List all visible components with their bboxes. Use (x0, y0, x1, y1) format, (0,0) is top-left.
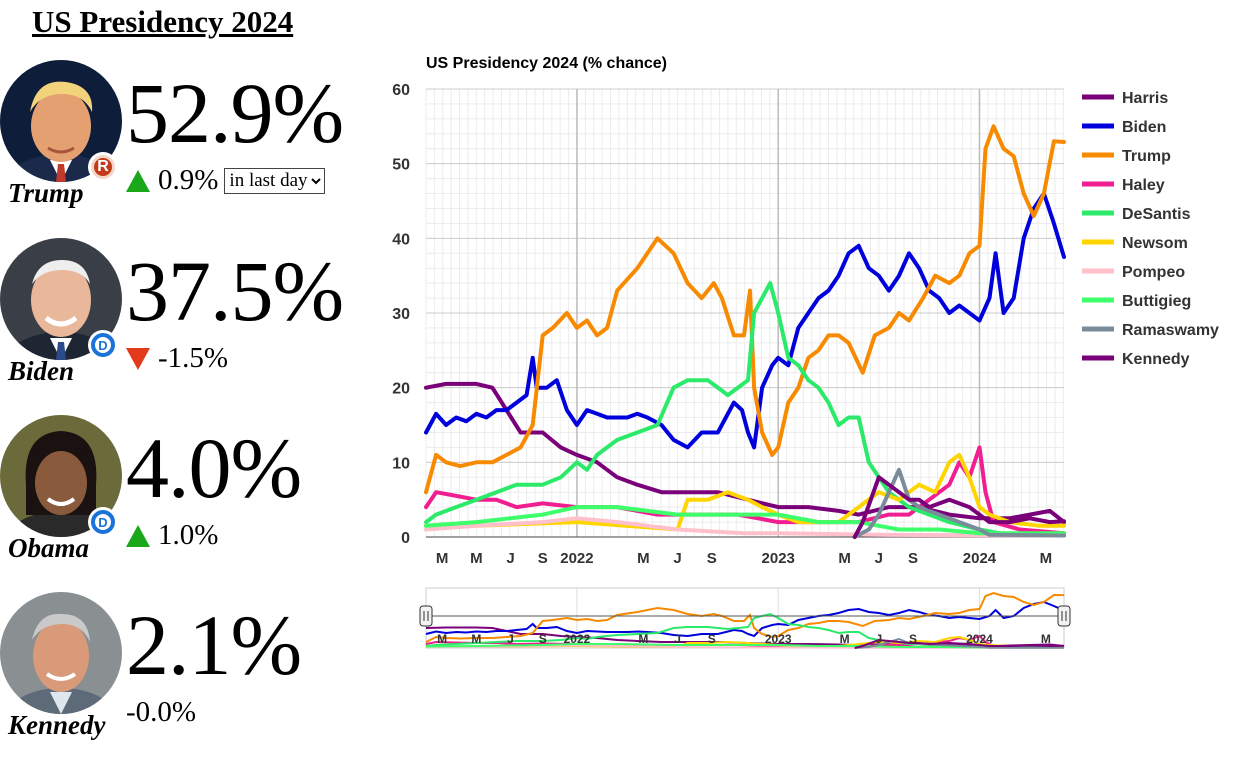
red-down-triangle-icon (126, 347, 150, 370)
navigator-tick-label: J (674, 632, 681, 646)
x-tick-label: 2022 (560, 550, 593, 567)
navigator-series-buttigieg (425, 643, 1064, 649)
series-line-newsom (424, 452, 1066, 532)
probability-chart[interactable]: US Presidency 2024 (% chance) 0 10 20 30 40 50… (380, 44, 1236, 664)
x-tick-label: M (470, 550, 483, 567)
legend-label: Haley (1122, 177, 1165, 194)
navigator-series-kennedy (854, 638, 1065, 649)
series-line-trump (424, 124, 1066, 495)
navigator-tick-label: M (638, 632, 648, 646)
y-tick-label: 40 (392, 231, 410, 248)
navigator-tick-label: M (437, 632, 447, 646)
legend-label: Ramaswamy (1122, 322, 1219, 339)
candidate-name: Obama (8, 533, 89, 563)
x-tick-label: J (673, 550, 681, 567)
democratic-party-badge-icon: D (88, 507, 118, 537)
candidate-card-kennedy: Kennedy 2.1% -0.0% (0, 592, 400, 767)
series-line-harris (424, 381, 1066, 525)
chart-title: US Presidency 2024 (% chance) (426, 55, 667, 72)
y-tick-label: 10 (392, 455, 410, 472)
series-line-buttigieg (424, 505, 1066, 536)
y-tick-label: 30 (392, 306, 410, 323)
x-tick-label: M (838, 550, 851, 567)
navigator-tick-label: S (539, 632, 547, 646)
candidate-percent: 52.9% (126, 65, 344, 161)
green-up-triangle-icon (126, 524, 150, 547)
x-tick-label: 2023 (762, 550, 795, 567)
candidate-change: 0.9% in last day (126, 164, 326, 197)
series-line-kennedy (852, 475, 1066, 539)
legend-label: Trump (1122, 148, 1171, 165)
y-tick-label: 50 (392, 157, 410, 174)
legend-label: Kennedy (1122, 351, 1190, 368)
navigator-tick-label: M (1041, 632, 1051, 646)
change-value: 1.0% (158, 519, 219, 551)
change-value: 0.9% (158, 164, 219, 196)
candidate-change: -1.5% (126, 342, 228, 375)
navigator-tick-label: M (471, 632, 481, 646)
navigator-handle-left[interactable] (419, 605, 433, 627)
navigator-handle-right[interactable] (1057, 605, 1071, 627)
y-tick-label: 60 (392, 82, 410, 99)
period-select[interactable]: in last day (224, 167, 326, 194)
x-tick-label: M (1040, 550, 1053, 567)
x-tick-label: J (506, 550, 514, 567)
candidate-card-obama: D Obama 4.0% 1.0% (0, 415, 400, 590)
navigator-tick-label: S (909, 632, 917, 646)
navigator-tick-label: J (507, 632, 514, 646)
legend-label: Newsom (1122, 235, 1188, 252)
x-tick-label: S (538, 550, 548, 567)
series-line-biden (424, 191, 1066, 450)
green-up-triangle-icon (126, 169, 150, 192)
candidate-percent: 4.0% (126, 420, 302, 516)
x-tick-label: S (908, 550, 918, 567)
page-title: US Presidency 2024 (32, 4, 294, 39)
series-line-ramaswamy (852, 467, 1066, 539)
candidate-percent: 37.5% (126, 243, 344, 339)
candidate-photo-kennedy (0, 592, 122, 714)
series-line-pompeo (424, 516, 1066, 538)
x-tick-label: S (707, 550, 717, 567)
legend-label: Buttigieg (1122, 293, 1191, 310)
navigator-tick-label: 2023 (765, 632, 792, 646)
navigator-tick-label: M (840, 632, 850, 646)
x-tick-label: J (875, 550, 883, 567)
change-value: -1.5% (158, 342, 229, 374)
y-tick-label: 0 (401, 530, 410, 547)
candidate-name: Biden (8, 356, 75, 386)
legend-label: Pompeo (1122, 264, 1185, 281)
navigator-series-trump (425, 591, 1065, 643)
democratic-party-badge-icon: D (88, 330, 118, 360)
legend-label: DeSantis (1122, 206, 1191, 223)
candidate-name: Kennedy (8, 710, 106, 740)
republican-party-badge-icon: R (88, 152, 118, 182)
y-tick-label: 20 (392, 381, 410, 398)
change-value: -0.0% (126, 696, 197, 728)
candidate-name: Trump (8, 178, 84, 208)
legend-label: Biden (1122, 119, 1166, 136)
navigator-tick-label: J (875, 632, 882, 646)
candidate-change: 1.0% (126, 519, 218, 552)
navigator-tick-label: 2022 (564, 632, 591, 646)
navigator-tick-label: S (708, 632, 716, 646)
candidate-card-biden: D Biden 37.5% -1.5% (0, 238, 400, 413)
candidate-percent: 2.1% (126, 597, 302, 693)
x-tick-label: M (436, 550, 449, 567)
candidate-card-trump: R Trump 52.9% 0.9% in last day (0, 60, 400, 235)
chart-svg[interactable]: US Presidency 2024 (% chance) 0 10 20 30 40 50… (380, 44, 1236, 664)
legend-label: Harris (1122, 90, 1168, 107)
x-tick-label: 2024 (963, 550, 997, 567)
candidate-change: -0.0% (126, 696, 196, 729)
x-tick-label: M (637, 550, 650, 567)
navigator-series-biden (425, 600, 1065, 638)
navigator-tick-label: 2024 (966, 632, 993, 646)
